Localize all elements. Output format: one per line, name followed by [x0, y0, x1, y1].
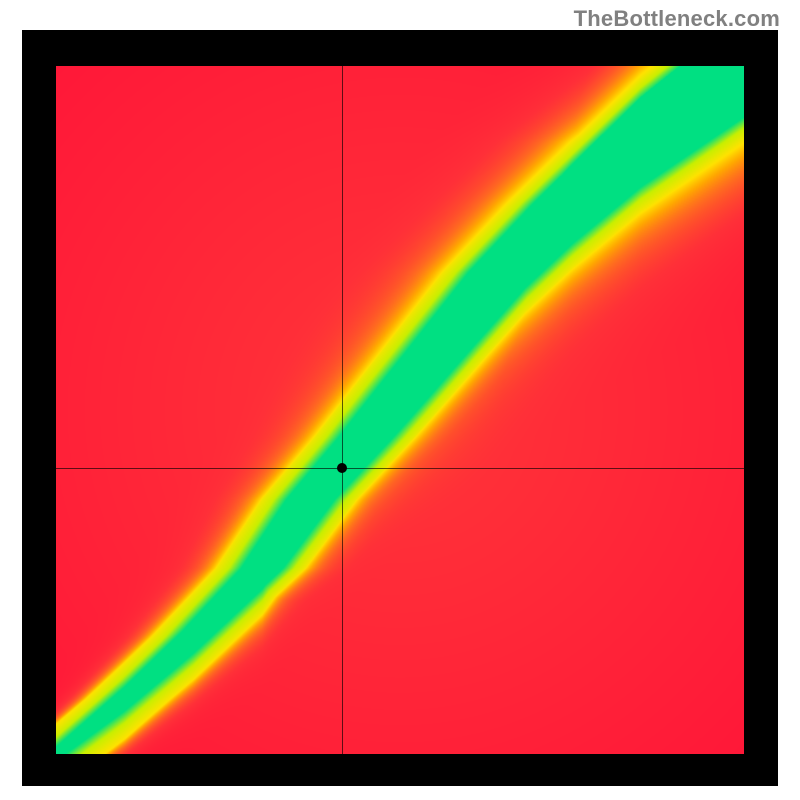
crosshair-horizontal	[56, 468, 744, 469]
heatmap-plot	[56, 66, 744, 754]
chart-border	[22, 30, 778, 786]
crosshair-vertical	[342, 66, 343, 754]
heatmap-canvas	[56, 66, 744, 754]
watermark-text: TheBottleneck.com	[574, 6, 780, 32]
crosshair-marker	[337, 463, 347, 473]
